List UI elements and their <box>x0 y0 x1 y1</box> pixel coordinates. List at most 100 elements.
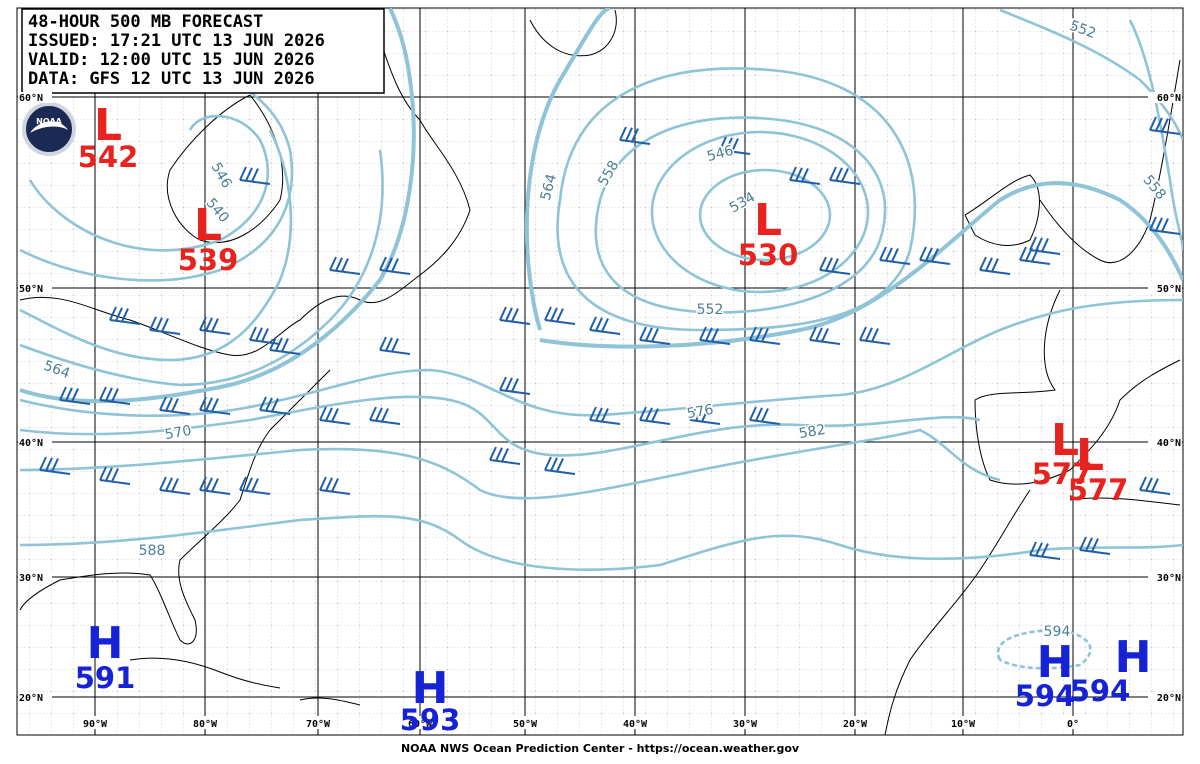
barb-feather <box>379 256 387 271</box>
barb-feather <box>51 458 59 473</box>
barb-feather <box>639 326 647 341</box>
center-value: 594 <box>1015 679 1076 713</box>
barb-staff <box>1029 554 1061 560</box>
wind-barb <box>39 456 71 475</box>
barb-staff <box>249 339 281 345</box>
logo <box>22 102 76 156</box>
barb-feather <box>489 446 497 461</box>
barb-feather <box>689 406 697 421</box>
barb-feather <box>821 328 829 343</box>
barb-feather <box>199 316 207 331</box>
lon-label-bg <box>1056 716 1090 729</box>
wind-barb <box>1149 216 1181 235</box>
center-value: 577 <box>1032 457 1093 491</box>
lon-label-bg <box>946 716 980 729</box>
logo-text: NOAA <box>36 117 62 126</box>
barb-feather <box>239 166 247 181</box>
barb-feather <box>651 408 659 423</box>
barb-staff <box>639 419 671 425</box>
wind-barb <box>859 326 891 345</box>
barb-feather <box>1091 538 1099 553</box>
barb-feather <box>249 326 257 341</box>
barb-feather <box>731 138 739 153</box>
wind-barb <box>379 256 411 275</box>
barb-feather <box>165 477 173 492</box>
barb-staff <box>719 149 751 155</box>
wind-barb <box>589 316 621 335</box>
lat-label: 30°N <box>1157 573 1181 584</box>
barb-staff <box>749 419 781 425</box>
wind-barb <box>639 326 671 345</box>
wind-barb <box>749 326 781 345</box>
barb-feather <box>544 456 552 471</box>
barb-feather <box>495 447 503 462</box>
wind-barb <box>99 386 131 405</box>
barb-feather <box>205 317 213 332</box>
logo-bird <box>30 121 68 133</box>
center-symbol: H <box>412 663 449 714</box>
barb-feather <box>505 307 513 322</box>
barb-feather <box>269 336 277 351</box>
barb-feather <box>155 317 163 332</box>
lat-label: 30°N <box>19 573 43 584</box>
contour-label: 594 <box>1044 624 1071 640</box>
barb-feather <box>1035 542 1043 557</box>
barb-feather <box>319 476 327 491</box>
barb-staff <box>589 419 621 425</box>
wind-barb <box>319 476 351 495</box>
barb-feather <box>1041 238 1049 253</box>
barb-staff <box>99 399 131 405</box>
wind-barb <box>589 406 621 425</box>
barb-feather <box>171 398 179 413</box>
lon-label-bg <box>508 716 542 729</box>
barb-feather <box>1149 116 1157 131</box>
lat-label-bg <box>18 692 52 703</box>
wind-barb <box>109 306 141 325</box>
barb-staff <box>199 489 231 495</box>
lon-label-bg <box>301 716 335 729</box>
barb-staff <box>809 339 841 345</box>
barb-feather <box>631 128 639 143</box>
barb-staff <box>379 349 411 355</box>
lon-label: 70°W <box>306 719 331 730</box>
barb-feather <box>99 386 107 401</box>
wind-barb <box>639 406 671 425</box>
wind-barb <box>239 166 271 185</box>
barb-staff <box>379 269 411 275</box>
barb-feather <box>165 397 173 412</box>
center-symbol: H <box>1037 637 1074 688</box>
header-box <box>21 8 385 94</box>
lat-label: 20°N <box>19 693 43 704</box>
lon-label-bg <box>188 716 222 729</box>
barb-feather <box>761 328 769 343</box>
lon-label: 30°W <box>733 719 758 730</box>
barb-staff <box>369 419 401 425</box>
barb-feather <box>39 456 47 471</box>
barb-feather <box>859 326 867 341</box>
barb-staff <box>749 339 781 345</box>
wind-barb <box>1079 536 1111 555</box>
lat-label: 40°N <box>19 438 43 449</box>
center-symbol: H <box>1115 632 1152 683</box>
barb-feather <box>109 306 117 321</box>
barb-staff <box>99 479 131 485</box>
barb-feather <box>865 327 873 342</box>
barb-feather <box>705 327 713 342</box>
barb-staff <box>319 419 351 425</box>
barb-feather <box>891 248 899 263</box>
barb-staff <box>789 179 821 185</box>
barb-staff <box>259 409 291 415</box>
barb-feather <box>749 406 757 421</box>
barb-staff <box>159 409 191 415</box>
wind-barb <box>379 336 411 355</box>
barb-feather <box>271 398 279 413</box>
barb-staff <box>859 339 891 345</box>
contour-label: 570 <box>164 423 193 443</box>
lat-label-bg <box>18 92 52 103</box>
barb-feather <box>1161 118 1169 133</box>
wind-barb <box>499 376 531 395</box>
wind-barbs <box>39 116 1181 560</box>
barb-feather <box>501 448 509 463</box>
barb-feather <box>275 337 283 352</box>
barb-feather <box>1025 247 1033 262</box>
